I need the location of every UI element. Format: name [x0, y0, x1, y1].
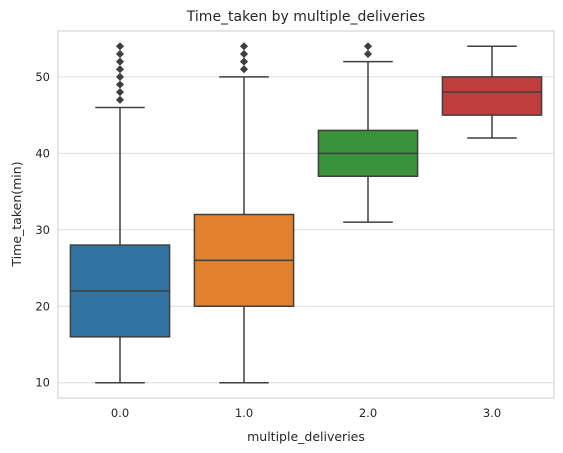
y-tick-label: 40: [35, 146, 50, 160]
outlier-marker: [115, 95, 125, 104]
box-3.0: [441, 45, 543, 139]
y-tick-label: 50: [35, 70, 50, 84]
outlier-marker: [115, 80, 125, 89]
y-tick-label: 20: [35, 299, 50, 313]
x-tick-label: 0.0: [111, 406, 129, 420]
iqr-box: [441, 76, 543, 116]
x-tick-label: 3.0: [483, 406, 501, 420]
outlier-marker: [239, 49, 249, 59]
outlier-marker: [115, 88, 125, 97]
box-0.0: [69, 42, 171, 384]
outlier-marker: [115, 65, 125, 74]
plot-frame: [57, 30, 555, 399]
outlier-marker: [115, 72, 125, 81]
outlier-marker: [115, 57, 125, 66]
y-axis-label: Time_taken(min): [9, 161, 24, 267]
outlier-marker: [115, 49, 125, 59]
outlier-marker: [239, 57, 249, 66]
outlier-marker: [363, 42, 373, 51]
box-2.0: [317, 42, 419, 223]
x-tick-labels: 0.0 1.0 2.0 3.0: [111, 406, 501, 420]
outlier-marker: [239, 42, 249, 51]
chart-title: Time_taken by multiple_deliveries: [186, 9, 425, 25]
y-tick-labels: 10 20 30 40 50: [35, 70, 50, 390]
x-tick-label: 1.0: [235, 406, 253, 420]
outlier-marker: [363, 49, 373, 59]
y-tick-label: 30: [35, 223, 50, 237]
x-axis-label: multiple_deliveries: [247, 429, 365, 444]
box-series: [69, 42, 543, 384]
outlier-marker: [239, 65, 249, 74]
box-1.0: [193, 42, 295, 384]
x-tick-label: 2.0: [359, 406, 377, 420]
outlier-marker: [115, 42, 125, 51]
y-tick-label: 10: [35, 376, 50, 390]
